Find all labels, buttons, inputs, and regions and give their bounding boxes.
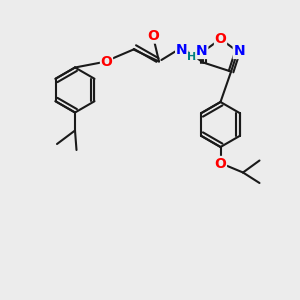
Text: H: H — [188, 52, 196, 62]
Text: N: N — [196, 44, 208, 58]
Text: O: O — [214, 157, 226, 170]
Text: N: N — [176, 43, 187, 56]
Text: N: N — [233, 44, 245, 58]
Text: O: O — [147, 29, 159, 43]
Text: O: O — [100, 55, 112, 68]
Text: O: O — [214, 32, 226, 46]
